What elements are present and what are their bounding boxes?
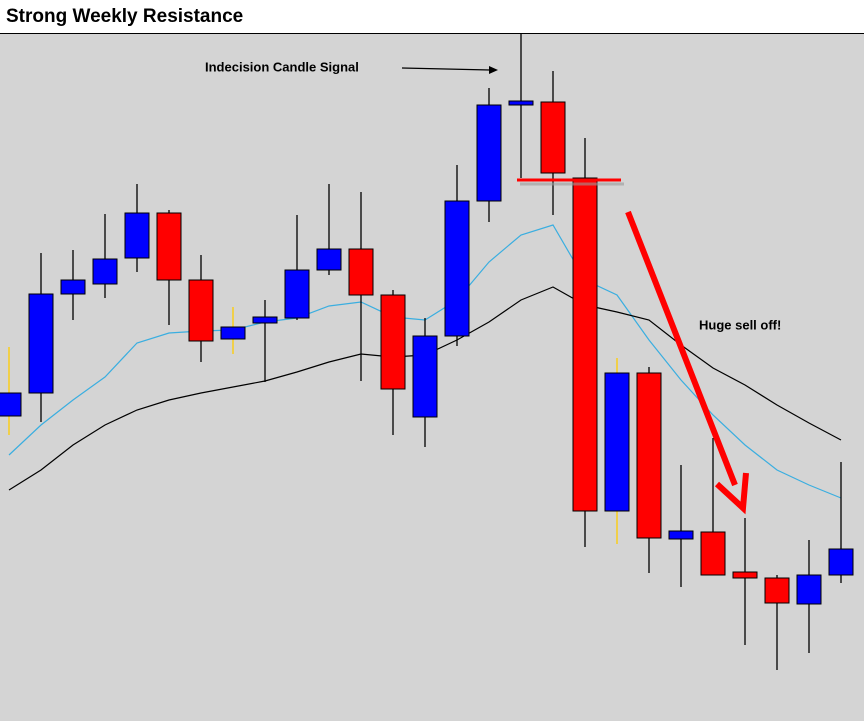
candle-body bbox=[124, 212, 150, 259]
candle-body bbox=[380, 294, 406, 390]
candle-body bbox=[540, 101, 566, 174]
annotation: Indecision Candle Signal bbox=[205, 59, 359, 74]
annotation: Huge sell off! bbox=[699, 317, 781, 332]
annotation-arrowhead bbox=[489, 66, 498, 74]
candle-body bbox=[444, 200, 470, 337]
title-bar bbox=[0, 0, 864, 33]
candle-body bbox=[636, 372, 662, 539]
candle-body bbox=[188, 279, 214, 342]
candle-body bbox=[476, 104, 502, 202]
annotation-arrow bbox=[401, 67, 491, 71]
candle-body bbox=[28, 293, 54, 394]
candle-body bbox=[764, 577, 790, 604]
candle-body bbox=[92, 258, 118, 285]
candle-body bbox=[732, 571, 758, 579]
sell-off-arrow bbox=[625, 210, 738, 487]
candle-body bbox=[508, 100, 534, 106]
sell-off-arrowhead bbox=[714, 472, 749, 515]
candle-body bbox=[220, 326, 246, 340]
candle-body bbox=[0, 392, 22, 417]
candle-body bbox=[348, 248, 374, 296]
candle-body bbox=[604, 372, 630, 512]
candle-body bbox=[700, 531, 726, 576]
candle-body bbox=[316, 248, 342, 271]
candle-body bbox=[412, 335, 438, 418]
candle-body bbox=[252, 316, 278, 324]
candle-body bbox=[668, 530, 694, 540]
candle-body bbox=[828, 548, 854, 576]
candle-body bbox=[156, 212, 182, 281]
plot bbox=[0, 34, 854, 670]
chart-title: Strong Weekly Resistance bbox=[6, 6, 243, 27]
candle-body bbox=[796, 574, 822, 605]
candle-body bbox=[60, 279, 86, 295]
candle-body bbox=[284, 269, 310, 319]
candle-body bbox=[572, 177, 598, 512]
